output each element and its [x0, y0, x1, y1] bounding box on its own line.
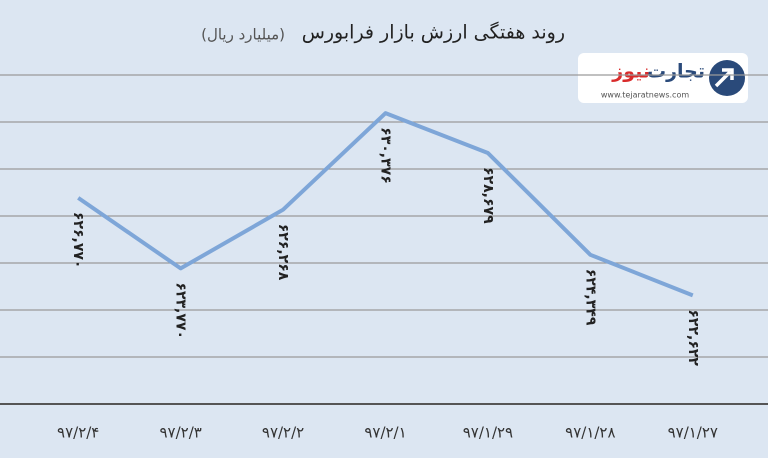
x-tick-label: ۹۷/۱/۲۸ — [565, 424, 615, 442]
value-label: ۶۲۶,۲۶۸ — [275, 224, 291, 281]
x-tick-label: ۹۷/۱/۲۷ — [668, 424, 718, 442]
logo-url: www.tejaratnews.com — [601, 91, 689, 100]
chart-subtitle: (میلیارد ریال) — [201, 26, 285, 44]
value-label: ۶۲۸,۶۷۹ — [480, 167, 496, 224]
value-label: ۶۲۶,۷۷۰ — [70, 212, 86, 269]
value-label: ۶۳۰,۳۷۶ — [378, 127, 394, 184]
value-label: ۶۲۳,۷۷۰ — [173, 282, 189, 339]
logo-name: نیوز — [611, 61, 650, 83]
logo-icon — [709, 60, 745, 96]
x-tick-label: ۹۷/۲/۲ — [262, 424, 304, 442]
logo-arrow — [714, 68, 734, 88]
chart-title: روند هفتگی ارزش بازار فرابورس — [302, 21, 565, 44]
series-line — [77, 111, 694, 298]
x-tick-label: ۹۷/۲/۳ — [159, 424, 201, 442]
value-label: ۶۲۲,۶۲۲ — [685, 309, 701, 366]
x-tick-label: ۹۷/۱/۲۹ — [463, 424, 513, 442]
logo: تجارت نیوز www.tejaratnews.com — [578, 53, 748, 103]
value-label: ۶۲۴,۳۴۹ — [582, 269, 598, 326]
logo-name: تجارت — [647, 61, 705, 83]
x-tick-label: ۹۷/۲/۴ — [57, 424, 99, 442]
logo-box — [578, 53, 748, 103]
x-tick-label: ۹۷/۲/۱ — [364, 424, 406, 442]
